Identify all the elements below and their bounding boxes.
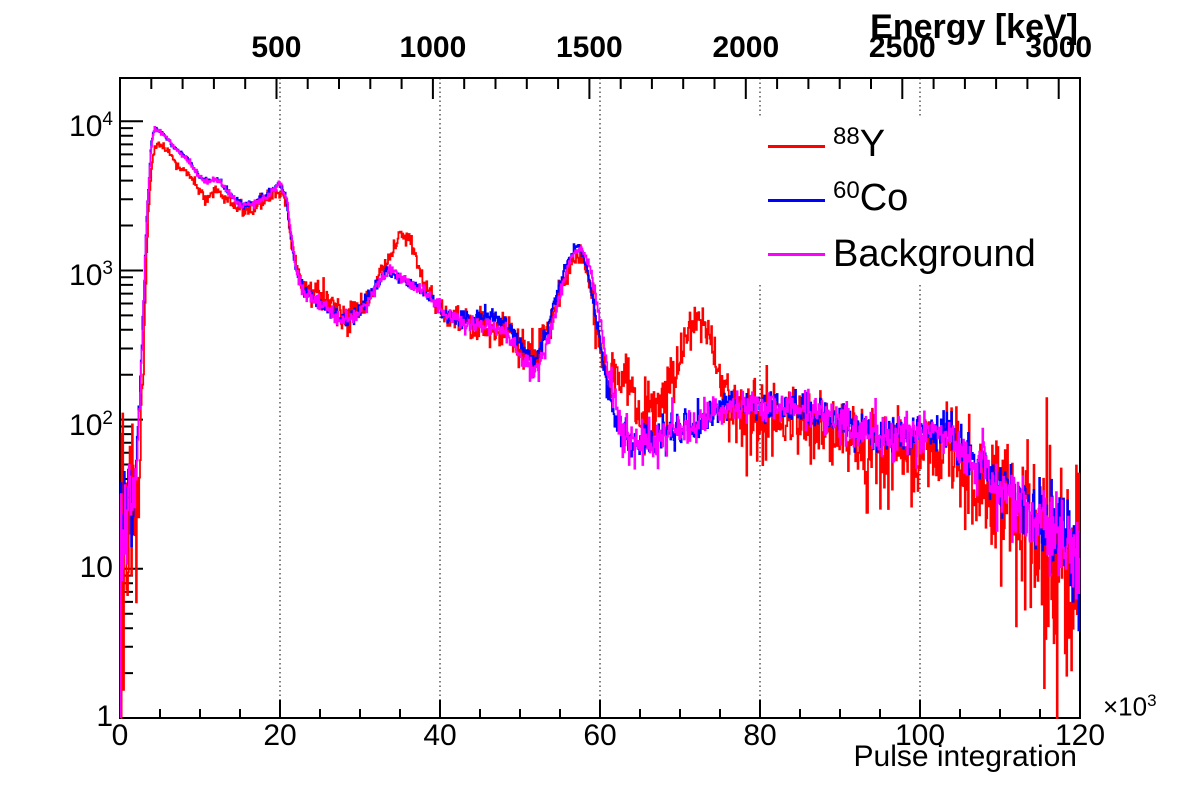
gridlines-x <box>279 78 921 718</box>
energy-tick-label: 1500 <box>555 31 623 64</box>
legend-line-sample <box>768 198 825 202</box>
legend-entry-Background: Background <box>753 232 1036 276</box>
y-tick-label: 104 <box>69 109 113 144</box>
y-tick-label: 1 <box>96 700 113 733</box>
energy-tick-label: 500 <box>251 31 302 64</box>
energy-axis-ticks <box>150 78 1060 99</box>
x-tick-label: 0 <box>111 719 129 752</box>
x-tick-label: 100 <box>894 719 946 752</box>
x-tick-label: 80 <box>743 719 777 752</box>
x-axis-ticks <box>119 700 1081 718</box>
x-axis-title: Pulse integration <box>853 740 1077 773</box>
x-tick-label: 40 <box>423 719 457 752</box>
y-tick-label: 102 <box>69 407 113 442</box>
legend-entry-60Co: 60Co <box>753 176 909 222</box>
legend-entry-label: 88Y <box>833 122 886 165</box>
y-tick-label: 103 <box>69 258 113 293</box>
x-axis-multiplier-exp: 3 <box>1147 691 1157 710</box>
energy-tick-label: 2500 <box>868 31 936 64</box>
legend-entry-88Y: 88Y <box>753 122 886 168</box>
x-axis-multiplier: ×103 <box>1103 691 1157 723</box>
legend-line-sample <box>768 144 825 148</box>
x-tick-label: 60 <box>583 719 617 752</box>
x-tick-label: 120 <box>1054 719 1106 752</box>
energy-tick-label: 3000 <box>1025 31 1093 64</box>
legend-line-sample <box>768 252 825 256</box>
y-tick-label: 10 <box>79 550 113 584</box>
legend-entry-label: Background <box>833 233 1036 275</box>
energy-tick-label: 2000 <box>712 31 780 64</box>
top-axis-title: Energy [keV] <box>870 8 1078 46</box>
series-curve-Background <box>119 126 1081 718</box>
legend-entry-label: 60Co <box>833 176 909 219</box>
legend: 88Y 60Co Background <box>753 116 1071 284</box>
x-tick-label: 20 <box>263 719 297 752</box>
x-axis-multiplier-base: ×10 <box>1103 691 1148 722</box>
energy-tick-label: 1000 <box>399 31 467 64</box>
